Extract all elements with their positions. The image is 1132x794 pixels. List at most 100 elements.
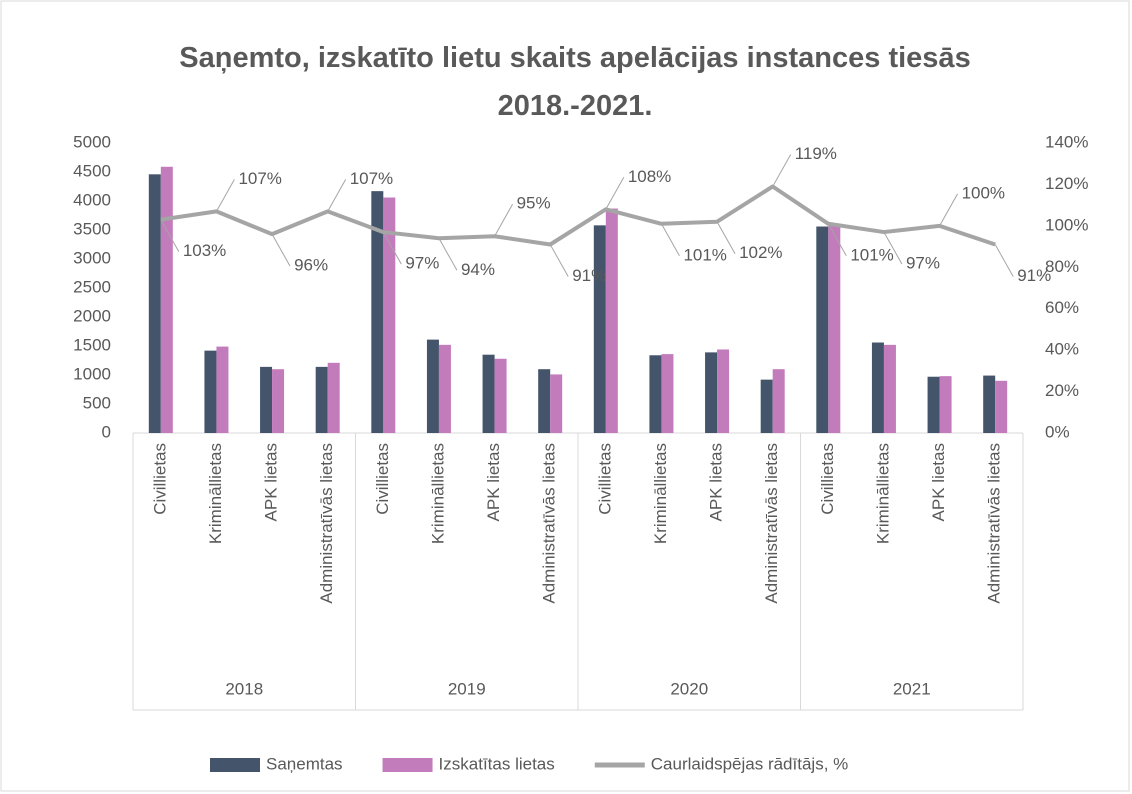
bar	[593, 225, 606, 433]
y-tick-label: 4000	[73, 190, 111, 209]
bar	[148, 174, 161, 433]
group-label: 2019	[448, 679, 486, 698]
chart-title: Saņemto, izskatīto lietu skaits apelācij…	[179, 42, 971, 122]
leader-line	[716, 221, 736, 254]
data-label: 107%	[238, 169, 281, 188]
x-tick-label: Krimināllietas	[651, 443, 670, 544]
x-tick-label: Civillietas	[150, 443, 169, 515]
x-tick-label: Civillietas	[818, 443, 837, 515]
data-label: 107%	[350, 169, 393, 188]
bar	[438, 344, 451, 433]
leader-line	[827, 223, 847, 257]
leader-line	[382, 231, 402, 265]
legend-swatch	[210, 758, 260, 772]
leader-line	[160, 219, 180, 252]
data-label: 97%	[405, 254, 439, 273]
y-tick-label: 3500	[73, 219, 111, 238]
y-tick-label: 2500	[73, 277, 111, 296]
x-tick-label: APK lietas	[484, 443, 503, 521]
bar	[272, 369, 285, 433]
bar	[426, 339, 439, 433]
bar	[550, 374, 563, 433]
bar	[204, 350, 217, 433]
y-tick-label: 1000	[73, 364, 111, 383]
leader-line	[883, 231, 903, 265]
bar	[983, 375, 996, 433]
leader-line	[549, 244, 569, 277]
bar	[649, 355, 662, 433]
line-series	[160, 184, 996, 247]
y2-tick-label: 80%	[1045, 257, 1079, 276]
leader-line	[438, 238, 458, 271]
x-tick-label: Krimināllietas	[206, 443, 225, 544]
bar	[717, 349, 730, 433]
bar	[160, 166, 173, 433]
leader-line	[494, 203, 513, 237]
data-label: 108%	[628, 167, 671, 186]
data-label: 91%	[572, 266, 606, 285]
legend-label: Saņemtas	[266, 754, 343, 773]
data-label: 102%	[739, 243, 782, 262]
y2-tick-label: 60%	[1045, 298, 1079, 317]
data-label: 119%	[795, 144, 837, 163]
data-label: 101%	[850, 245, 893, 264]
bar	[871, 342, 884, 433]
y2-tick-label: 20%	[1045, 381, 1079, 400]
bar	[371, 191, 384, 433]
y2-tick-label: 120%	[1045, 174, 1088, 193]
legend-label: Caurlaidspējas rādītājs, %	[651, 754, 848, 773]
x-tick-label: Administratīvās lietas	[540, 443, 559, 604]
bar	[216, 346, 229, 433]
bar	[605, 208, 618, 433]
bar	[995, 380, 1008, 433]
legend-label: Izskatītas lietas	[439, 754, 555, 773]
bar	[828, 224, 841, 433]
data-label: 94%	[461, 260, 495, 279]
bar	[939, 376, 952, 433]
y2-tick-label: 140%	[1045, 132, 1088, 151]
y-tick-label: 1500	[73, 335, 111, 354]
x-tick-label: Civillietas	[373, 443, 392, 515]
data-label: 97%	[906, 254, 940, 273]
bar	[772, 369, 785, 433]
bar	[383, 197, 396, 433]
leader-line	[327, 179, 347, 212]
leader-line	[661, 223, 680, 257]
x-tick-label: APK lietas	[929, 443, 948, 521]
x-tick-label: Krimināllietas	[873, 443, 892, 544]
y-tick-label: 2000	[73, 306, 111, 325]
bar	[327, 362, 340, 433]
bar	[816, 226, 829, 433]
leader-line	[772, 154, 792, 187]
bar	[705, 352, 718, 433]
x-tick-label: Administratīvās lietas	[762, 443, 781, 604]
y-tick-label: 3000	[73, 248, 111, 267]
leader-line	[994, 244, 1014, 277]
data-label: 100%	[962, 183, 1005, 202]
data-label: 91%	[1017, 266, 1051, 285]
leader-line	[939, 193, 958, 227]
y-tick-label: 5000	[73, 132, 111, 151]
y-tick-label: 4500	[73, 161, 111, 180]
data-label: 95%	[517, 194, 551, 213]
data-label: 96%	[294, 256, 328, 275]
x-tick-label: Administratīvās lietas	[317, 443, 336, 604]
leader-line	[605, 177, 625, 210]
bar	[883, 344, 896, 433]
group-label: 2021	[893, 679, 931, 698]
group-label: 2020	[670, 679, 708, 698]
data-label: 101%	[683, 245, 726, 264]
x-tick-label: Krimināllietas	[428, 443, 447, 544]
bar	[260, 366, 273, 433]
x-tick-label: APK lietas	[707, 443, 726, 521]
bar	[482, 354, 495, 433]
bar	[661, 354, 674, 433]
y-tick-label: 0	[102, 422, 111, 441]
bar	[927, 376, 940, 433]
bar	[538, 369, 551, 433]
x-tick-label: APK lietas	[262, 443, 281, 521]
legend-swatch	[382, 758, 433, 772]
